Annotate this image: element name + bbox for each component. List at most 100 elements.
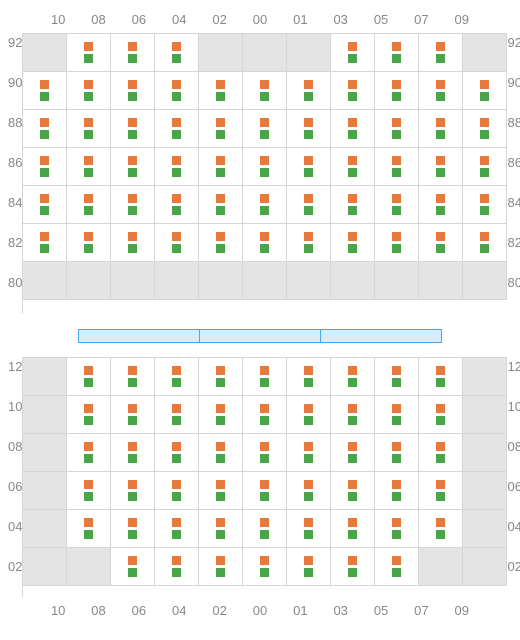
column-label: 10	[38, 599, 78, 622]
indicator-orange	[436, 232, 445, 241]
slot-populated	[331, 34, 375, 72]
grid-row	[23, 548, 507, 586]
indicator-green	[128, 416, 137, 425]
indicator-green	[304, 92, 313, 101]
indicator-orange	[348, 232, 357, 241]
indicator-orange	[216, 442, 225, 451]
slot-populated	[375, 510, 419, 548]
indicator-orange	[348, 194, 357, 203]
column-label: 05	[361, 8, 401, 31]
slot-populated	[375, 472, 419, 510]
slot-empty	[287, 262, 331, 300]
slot-populated	[331, 224, 375, 262]
indicator-green	[172, 530, 181, 539]
row-label: 10	[8, 397, 22, 437]
slot-empty	[23, 396, 67, 434]
slot-empty	[111, 262, 155, 300]
indicator-orange	[84, 480, 93, 489]
indicator-green	[392, 92, 401, 101]
slot-populated	[243, 396, 287, 434]
grid-row	[23, 262, 507, 300]
indicator-orange	[172, 480, 181, 489]
row-labels-left: 121008060402	[8, 357, 22, 597]
indicator-orange	[172, 194, 181, 203]
slot-populated	[419, 358, 463, 396]
row-label: 10	[507, 397, 520, 437]
indicator-green	[216, 454, 225, 463]
slot-empty	[67, 548, 111, 586]
indicator-green	[216, 416, 225, 425]
indicator-green	[436, 54, 445, 63]
row-label: 92	[507, 33, 520, 73]
column-label: 06	[119, 8, 159, 31]
indicator-green	[128, 168, 137, 177]
slot-populated	[331, 510, 375, 548]
slot-populated	[331, 548, 375, 586]
indicator-orange	[216, 404, 225, 413]
slot-populated	[375, 396, 419, 434]
indicator-orange	[436, 156, 445, 165]
slot-populated	[67, 34, 111, 72]
slot-empty	[463, 358, 507, 396]
grid-row	[23, 34, 507, 72]
indicator-green	[84, 530, 93, 539]
indicator-green	[172, 206, 181, 215]
indicator-orange	[392, 118, 401, 127]
column-label: 00	[240, 599, 280, 622]
indicator-orange	[348, 556, 357, 565]
indicator-orange	[348, 366, 357, 375]
slot-populated	[243, 510, 287, 548]
indicator-orange	[84, 518, 93, 527]
slot-populated	[419, 434, 463, 472]
slot-populated	[111, 110, 155, 148]
slot-populated	[375, 110, 419, 148]
indicator-orange	[128, 442, 137, 451]
column-headers: 1008060402000103050709	[38, 599, 482, 622]
indicator-green	[436, 130, 445, 139]
indicator-green	[304, 416, 313, 425]
indicator-orange	[128, 556, 137, 565]
indicator-orange	[304, 404, 313, 413]
indicator-orange	[40, 118, 49, 127]
indicator-orange	[260, 556, 269, 565]
indicator-orange	[216, 118, 225, 127]
indicator-orange	[216, 518, 225, 527]
indicator-green	[348, 130, 357, 139]
indicator-green	[84, 54, 93, 63]
indicator-orange	[216, 556, 225, 565]
indicator-green	[480, 130, 489, 139]
slot-populated	[199, 434, 243, 472]
slot-populated	[67, 358, 111, 396]
indicator-green	[348, 568, 357, 577]
row-label: 02	[507, 557, 520, 597]
indicator-orange	[436, 404, 445, 413]
slot-populated	[375, 434, 419, 472]
slot-empty	[463, 548, 507, 586]
indicator-orange	[84, 442, 93, 451]
indicator-orange	[128, 118, 137, 127]
rack-layout-chart: 1008060402000103050709929088868482809290…	[8, 8, 512, 622]
slot-populated	[23, 186, 67, 224]
slot-populated	[67, 72, 111, 110]
indicator-green	[260, 492, 269, 501]
slot-populated	[287, 110, 331, 148]
slot-populated	[287, 186, 331, 224]
slot-populated	[463, 186, 507, 224]
slot-populated	[375, 358, 419, 396]
indicator-green	[260, 568, 269, 577]
column-label: 01	[280, 8, 320, 31]
row-label: 04	[8, 517, 22, 557]
indicator-green	[348, 244, 357, 253]
slot-populated	[463, 148, 507, 186]
divider-bar	[321, 329, 442, 343]
indicator-green	[40, 244, 49, 253]
slot-populated	[243, 548, 287, 586]
slot-populated	[199, 72, 243, 110]
row-label: 90	[507, 73, 520, 113]
indicator-orange	[172, 404, 181, 413]
indicator-orange	[172, 80, 181, 89]
slot-empty	[23, 358, 67, 396]
column-label: 09	[442, 8, 482, 31]
indicator-orange	[128, 42, 137, 51]
indicator-green	[348, 530, 357, 539]
